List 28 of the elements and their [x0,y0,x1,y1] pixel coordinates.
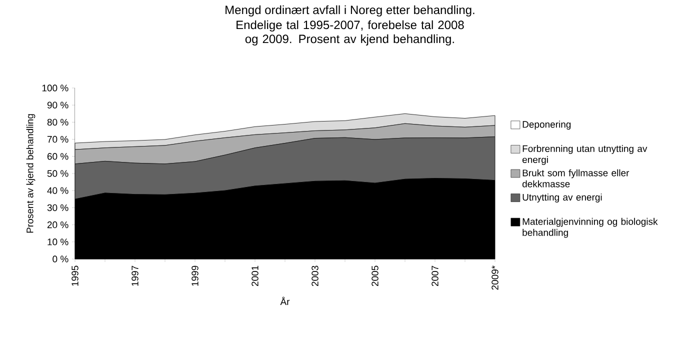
y-axis-title: Prosent av kjend behandling [26,114,36,233]
chart-title: Mengd ordinært avfall i Noreg etter behandling. [226,5,474,17]
y-tick-label: 80 % [47,118,68,126]
chart-subtitle: Endelige tal 1995-2007, forebelse tal 2008 og 2009. Prosent av kjend behandling. [236,20,464,46]
y-tick-label: 60 % [47,153,68,160]
legend-label: Brukt som fyllmasse eller dekkmasse [522,169,630,188]
y-tick-label: 70 % [47,136,68,143]
x-tick-label: 1999 [192,266,198,286]
y-tick-label: 90 % [47,102,68,108]
legend-label: Deponering [522,120,571,130]
y-tick-label: 40 % [47,187,68,194]
x-axis-title: År [280,296,290,306]
y-tick-label: 20 % [47,221,68,228]
legend-label: Forbrenning utan utnytting av energi [522,145,648,165]
y-tick-label: 50 % [47,170,68,177]
x-tick-label: 2005 [372,266,378,286]
x-tick-label: 1995 [72,266,78,286]
x-tick-label: 2007 [432,266,438,286]
x-tick-label: 1997 [132,266,138,286]
y-tick-label: 30 % [47,204,68,212]
legend-label: Utnytting av energi [522,194,602,202]
y-tick-label: 10 % [48,238,68,246]
x-tick-label: 2009* [492,266,498,290]
y-tick-label: 100 % [42,84,68,92]
x-tick-label: 2003 [312,266,318,286]
y-tick-label: 0 % [52,256,68,262]
x-tick-label: 2001 [252,266,258,286]
legend-label: Materialgjenvinning og biologisk behandling [522,218,658,238]
